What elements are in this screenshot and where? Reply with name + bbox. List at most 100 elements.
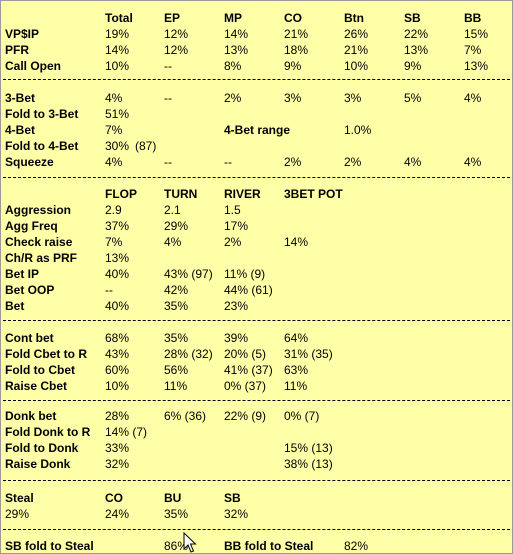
stat-value: 4%	[464, 155, 482, 169]
stat-value: 2.1	[164, 203, 181, 217]
stat-value: 43% (97)	[164, 267, 213, 281]
row-label-fold-to-4bet: Fold to 4-Bet	[5, 139, 79, 153]
stat-value: 11% (9)	[224, 267, 266, 281]
stat-value: 3%	[284, 91, 302, 105]
stat-value: 2%	[224, 235, 242, 249]
stat-value: 2%	[284, 155, 302, 169]
col-header-sb: SB	[224, 491, 241, 505]
col-header-co: CO	[284, 11, 302, 25]
stat-value: 10%	[344, 59, 369, 73]
stat-value: 68%	[105, 331, 130, 345]
stat-value: 13%	[224, 43, 249, 57]
label-4bet-range: 4-Bet range	[224, 123, 291, 137]
stat-value: 3%	[344, 91, 362, 105]
stat-value: 13%	[404, 43, 429, 57]
row-label-raise-cbet: Raise Cbet	[5, 379, 68, 393]
stat-value: 13%	[464, 59, 489, 73]
row-label-donk-bet: Donk bet	[5, 409, 57, 423]
row-label-bet: Bet	[5, 299, 25, 313]
stat-value: 11%	[284, 379, 308, 393]
row-label-fold-to-donk: Fold to Donk	[5, 441, 79, 455]
row-label-cont-bet: Cont bet	[5, 331, 54, 345]
stat-value: 43%	[105, 347, 130, 361]
col-header-mp: MP	[224, 11, 242, 25]
mouse-pointer-icon	[183, 532, 197, 553]
stat-value: 42%	[164, 283, 189, 297]
section-divider	[3, 480, 510, 481]
stat-value: 4%	[105, 155, 123, 169]
stat-value: 15% (13)	[284, 441, 333, 455]
stat-value: 12%	[164, 27, 189, 41]
row-label-check-raise: Check raise	[5, 235, 73, 249]
stat-value: 9%	[284, 59, 302, 73]
stat-value: 56%	[164, 363, 189, 377]
stat-value: 2.9	[105, 203, 122, 217]
stat-value: 35%	[164, 507, 189, 521]
stat-value: --	[105, 283, 113, 297]
row-label-bet-oop: Bet OOP	[5, 283, 55, 297]
stat-value: 9%	[404, 59, 422, 73]
stat-value: 10%	[105, 59, 130, 73]
stat-value: 22% (9)	[224, 409, 267, 423]
stat-value: 4%	[105, 91, 123, 105]
stat-value: --	[164, 91, 172, 105]
stat-value: 26%	[344, 27, 369, 41]
stat-value: 10%	[105, 379, 130, 393]
stat-value: --	[164, 155, 172, 169]
stat-value: 32%	[105, 457, 130, 471]
stat-value: 8%	[224, 59, 242, 73]
stat-value: 44% (61)	[224, 283, 273, 297]
row-label-3bet: 3-Bet	[5, 91, 36, 105]
stat-value: 20% (5)	[224, 347, 267, 361]
stat-value: 37%	[105, 219, 130, 233]
stat-value: 30%	[105, 139, 130, 153]
row-label-sb-fold-to-steal: SB fold to Steal	[5, 539, 94, 553]
stat-value: 14% (7)	[105, 425, 148, 439]
col-header-bu: BU	[164, 491, 182, 505]
row-label-squeeze: Squeeze	[5, 155, 54, 169]
stat-value: 41% (37)	[224, 363, 273, 377]
stat-value: 7%	[105, 123, 123, 137]
stat-value: 82%	[344, 539, 369, 553]
col-header-co: CO	[105, 491, 123, 505]
section-divider	[3, 177, 510, 178]
row-label-fold-to-cbet: Fold to Cbet	[5, 363, 75, 377]
row-label-pfr: PFR	[5, 43, 29, 57]
stat-value: 15%	[464, 27, 489, 41]
section-divider	[3, 400, 510, 401]
row-label-4bet: 4-Bet	[5, 123, 36, 137]
row-label-call-open: Call Open	[5, 59, 62, 73]
stat-value: 38% (13)	[284, 457, 333, 471]
row-label-bb-fold-to-steal: BB fold to Steal	[224, 539, 314, 553]
stat-value: 7%	[105, 235, 123, 249]
col-header-sb: SB	[404, 11, 421, 25]
stat-value: 31% (35)	[284, 347, 333, 361]
col-header-3bet-pot: 3BET POT	[284, 187, 343, 201]
section-divider	[3, 79, 510, 80]
row-label-fold-donk-to-r: Fold Donk to R	[5, 425, 91, 439]
stat-value: 4%	[164, 235, 182, 249]
stat-value: 17%	[224, 219, 249, 233]
col-header-river: RIVER	[224, 187, 261, 201]
stat-value: 2%	[344, 155, 362, 169]
stat-value: --	[164, 59, 172, 73]
col-header-flop: FLOP	[105, 187, 137, 201]
stat-value: 64%	[284, 331, 309, 345]
stat-value: 51%	[105, 107, 130, 121]
stat-value: 21%	[284, 27, 309, 41]
stat-value: 39%	[224, 331, 249, 345]
row-label-chr-as-prf: Ch/R as PRF	[5, 251, 78, 265]
stat-value: 29%	[164, 219, 189, 233]
stat-value: 0% (7)	[284, 409, 320, 423]
col-header-total: Total	[105, 11, 133, 25]
stat-value: 24%	[105, 507, 130, 521]
stat-value: --	[224, 155, 232, 169]
stat-value: 4%	[464, 91, 482, 105]
stat-value: 7%	[464, 43, 482, 57]
stat-value: 22%	[404, 27, 429, 41]
section-divider	[3, 320, 510, 321]
stat-value: 35%	[164, 331, 189, 345]
stat-value: 0% (37)	[224, 379, 267, 393]
stat-value: 33%	[105, 441, 130, 455]
